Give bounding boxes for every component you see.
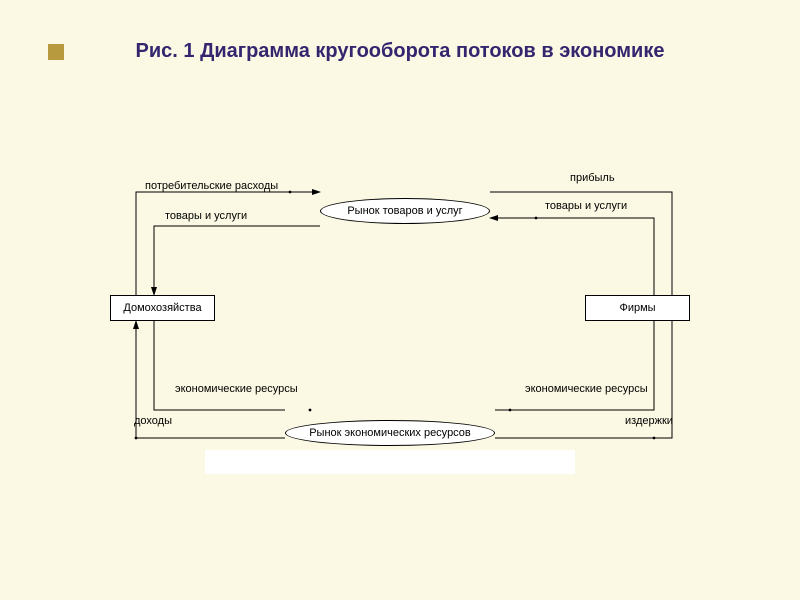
flow-dot	[289, 191, 292, 194]
label-econ-resources-left: экономические ресурсы	[175, 383, 298, 395]
node-resources-market: Рынок экономических ресурсов	[285, 420, 495, 446]
label-income: доходы	[134, 415, 172, 427]
page: Рис. 1 Диаграмма кругооборота потоков в …	[0, 0, 800, 600]
node-households-label: Домохозяйства	[123, 302, 201, 314]
node-resources-label: Рынок экономических ресурсов	[309, 427, 471, 439]
node-households: Домохозяйства	[110, 295, 215, 321]
label-consumer-spending: потребительские расходы	[145, 180, 278, 192]
edge-goods-to-households-inner	[154, 226, 320, 295]
node-firms: Фирмы	[585, 295, 690, 321]
flow-dot	[509, 409, 512, 412]
label-goods-right: товары и услуги	[545, 200, 627, 212]
node-goods-market: Рынок товаров и услуг	[320, 198, 490, 224]
flow-dot	[653, 437, 656, 440]
label-costs: издержки	[625, 415, 673, 427]
node-firms-label: Фирмы	[619, 302, 655, 314]
node-goods-label: Рынок товаров и услуг	[347, 205, 462, 217]
label-profit: прибыль	[570, 172, 615, 184]
label-econ-resources-right: экономические ресурсы	[525, 383, 648, 395]
flow-dot	[309, 409, 312, 412]
flow-dot	[535, 217, 538, 220]
edge-households-to-goods-outer	[136, 192, 320, 295]
edge-resources-to-firms-inner	[495, 321, 654, 410]
edge-households-to-resources-inner	[154, 321, 285, 410]
footer-bar	[205, 450, 575, 474]
edge-firms-to-goods-inner	[490, 218, 654, 295]
label-goods-left: товары и услуги	[165, 210, 247, 222]
flow-dot	[135, 437, 138, 440]
